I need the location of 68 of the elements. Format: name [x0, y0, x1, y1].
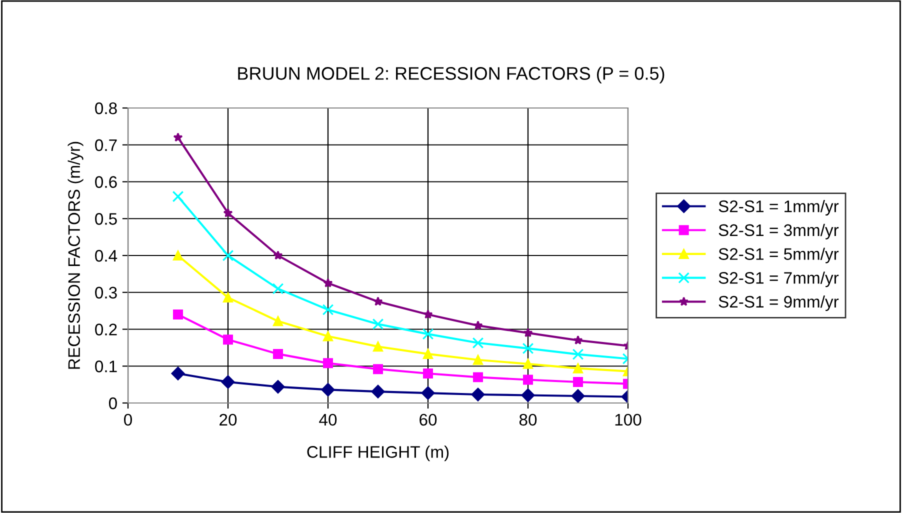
point — [473, 372, 483, 382]
point — [521, 388, 535, 402]
point — [423, 348, 433, 359]
chart-title: BRUUN MODEL 2: RECESSION FACTORS (P = 0.5) — [238, 66, 664, 84]
point — [423, 310, 433, 319]
y-tick-label: 0.4 — [95, 250, 118, 262]
point — [171, 366, 185, 380]
legend-label: S2-S1 = 7mm/yr — [718, 272, 839, 288]
legend-label: S2-S1 = 9mm/yr — [718, 295, 839, 312]
point — [473, 320, 483, 330]
point — [273, 348, 283, 359]
point — [223, 292, 233, 303]
point — [323, 331, 333, 342]
legend-label: S2-S1 = 1mm/yr — [718, 200, 839, 216]
point — [323, 358, 333, 368]
point — [221, 375, 235, 389]
point — [373, 296, 383, 306]
x-tick-label: 40 — [319, 414, 337, 426]
point — [523, 374, 533, 385]
point — [573, 376, 583, 387]
point — [372, 318, 384, 330]
point — [273, 250, 283, 260]
x-tick-label: 20 — [220, 414, 237, 426]
point — [523, 328, 533, 338]
point — [571, 389, 585, 403]
point — [222, 250, 234, 262]
point — [172, 190, 184, 202]
point — [572, 348, 584, 360]
point — [173, 132, 183, 142]
point — [371, 384, 385, 398]
point — [373, 342, 383, 352]
point — [223, 334, 233, 345]
point — [473, 354, 483, 365]
point — [223, 208, 233, 218]
y-tick-label: 0.6 — [95, 176, 117, 188]
y-tick-label: 0.5 — [95, 213, 117, 225]
legend-label: S2-S1 = 3mm/yr — [718, 224, 839, 240]
point — [173, 250, 183, 260]
y-tick-label: 0 — [108, 397, 117, 410]
point — [271, 380, 285, 394]
point — [573, 363, 583, 374]
point — [323, 278, 333, 288]
point — [472, 337, 484, 349]
legend-label: S2-S1 = 5mm/yr — [718, 248, 839, 264]
point — [573, 335, 583, 345]
x-tick-label: 100 — [615, 414, 642, 426]
point — [173, 310, 183, 320]
x-axis-title: CLIFF HEIGHT (m) — [307, 446, 449, 462]
x-tick-label: 80 — [519, 414, 537, 426]
x-tick-label: 0 — [124, 414, 132, 426]
point — [321, 382, 335, 396]
y-tick-label: 0.8 — [95, 102, 117, 114]
y-tick-label: 0.2 — [95, 324, 117, 336]
y-tick-label: 0.1 — [95, 360, 117, 372]
point — [422, 328, 434, 340]
y-tick-label: 0.3 — [95, 286, 117, 299]
point — [523, 358, 533, 369]
y-tick-label: 0.7 — [95, 139, 117, 152]
point — [373, 364, 383, 374]
x-tick-label: 60 — [420, 414, 437, 426]
point — [322, 304, 334, 316]
y-axis-title: RECESSION FACTORS (m/yr) — [68, 142, 84, 369]
point — [272, 282, 284, 294]
point — [423, 368, 433, 378]
point — [471, 388, 485, 402]
point — [273, 316, 283, 326]
point — [421, 386, 435, 400]
point — [522, 342, 534, 354]
